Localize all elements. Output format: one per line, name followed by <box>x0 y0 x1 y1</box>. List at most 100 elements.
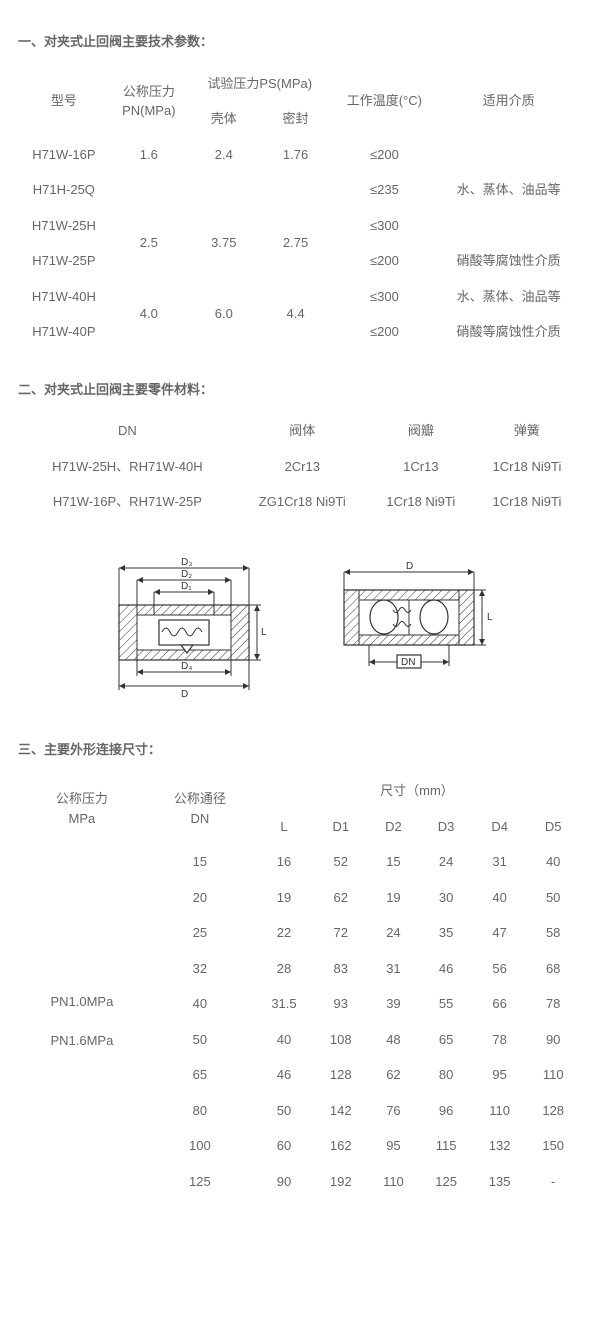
cell: 28 <box>254 951 314 987</box>
cell: 110 <box>526 1057 580 1093</box>
cell: 78 <box>526 986 580 1022</box>
cell: 4.4 <box>260 279 332 350</box>
cell: 22 <box>254 915 314 951</box>
dim-d4: D₄ <box>181 661 192 672</box>
cell: 162 <box>314 1128 368 1164</box>
th-D3: D3 <box>419 809 473 845</box>
cell: 95 <box>473 1057 527 1093</box>
cell: 1Cr18 Ni9Ti <box>368 484 474 520</box>
cell: 16 <box>254 844 314 880</box>
th-temp: 工作温度(°C) <box>331 66 437 137</box>
cell: 40 <box>526 844 580 880</box>
th-D5: D5 <box>526 809 580 845</box>
section1-title: 一、对夹式止回阀主要技术参数： <box>18 32 580 52</box>
valve-diagram-left: D₃ D₂ D₁ L D₄ D <box>99 550 269 700</box>
table-dimensions: 公称压力 MPa 公称通径 DN 尺寸（mm） L D1 D2 D3 D4 D5… <box>18 773 580 1199</box>
th-medium: 适用介质 <box>437 66 580 137</box>
cell: 48 <box>368 1022 420 1058</box>
th-shell: 壳体 <box>188 101 260 137</box>
dim-d2: D₂ <box>181 569 192 580</box>
cell: 58 <box>526 915 580 951</box>
valve-diagram-right: D L DN <box>329 550 499 700</box>
cell: 硝酸等腐蚀性介质 <box>437 314 580 350</box>
cell: 150 <box>526 1128 580 1164</box>
cell: H71W-25H <box>18 208 110 244</box>
cell: 72 <box>314 915 368 951</box>
cell: 39 <box>368 986 420 1022</box>
cell: ≤200 <box>331 314 437 350</box>
cell: 110 <box>473 1093 527 1129</box>
dim-dn: DN <box>401 657 415 668</box>
cell: 47 <box>473 915 527 951</box>
th-dn: DN <box>18 413 237 449</box>
th-D2: D2 <box>368 809 420 845</box>
cell: 6.0 <box>188 279 260 350</box>
cell: 25 <box>146 915 254 951</box>
cell <box>437 137 580 173</box>
cell: 90 <box>526 1022 580 1058</box>
cell: 78 <box>473 1022 527 1058</box>
cell: H71W-16P <box>18 137 110 173</box>
dim-d-right: D <box>406 561 413 572</box>
cell: 水、蒸体、油品等 <box>437 172 580 208</box>
cell: 50 <box>254 1093 314 1129</box>
dim-d: D <box>181 689 188 700</box>
cell: 62 <box>368 1057 420 1093</box>
cell: 115 <box>419 1128 473 1164</box>
th-size-group: 尺寸（mm） <box>254 773 580 809</box>
cell: 40 <box>473 880 527 916</box>
table-row: H71W-25H 2.5 3.75 2.75 ≤300 <box>18 208 580 244</box>
cell: ≤235 <box>331 172 437 208</box>
cell: ZG1Cr18 Ni9Ti <box>237 484 368 520</box>
cell: 35 <box>419 915 473 951</box>
dim-d3: D₃ <box>181 557 192 568</box>
cell: 50 <box>146 1022 254 1058</box>
th-D4: D4 <box>473 809 527 845</box>
cell <box>260 172 332 208</box>
cell: 65 <box>146 1057 254 1093</box>
cell: 80 <box>146 1093 254 1129</box>
cell: 24 <box>419 844 473 880</box>
cell: 1.76 <box>260 137 332 173</box>
cell: 52 <box>314 844 368 880</box>
cell-pn: PN1.0MPa PN1.6MPa <box>18 844 146 1199</box>
th-pn: 公称压力 PN(MPa) <box>110 66 188 137</box>
cell: H71W-40P <box>18 314 110 350</box>
th-ps-group: 试验压力PS(MPa) <box>188 66 331 102</box>
table-params: 型号 公称压力 PN(MPa) 试验压力PS(MPa) 工作温度(°C) 适用介… <box>18 66 580 350</box>
cell: - <box>526 1164 580 1200</box>
cell: 31.5 <box>254 986 314 1022</box>
cell: 2Cr13 <box>237 449 368 485</box>
cell: 60 <box>254 1128 314 1164</box>
cell: 31 <box>368 951 420 987</box>
cell: 100 <box>146 1128 254 1164</box>
cell: 1Cr18 Ni9Ti <box>474 449 580 485</box>
cell: 55 <box>419 986 473 1022</box>
th-spring: 弹簧 <box>474 413 580 449</box>
dim-l: L <box>261 627 267 638</box>
cell: H71W-40H <box>18 279 110 315</box>
th-L: L <box>254 809 314 845</box>
cell: 3.75 <box>188 208 260 279</box>
cell: 30 <box>419 880 473 916</box>
table-row: H71W-40H 4.0 6.0 4.4 ≤300 水、蒸体、油品等 <box>18 279 580 315</box>
cell: H71W-25P <box>18 243 110 279</box>
cell: 76 <box>368 1093 420 1129</box>
cell: ≤300 <box>331 279 437 315</box>
cell: 108 <box>314 1022 368 1058</box>
cell: 2.4 <box>188 137 260 173</box>
cell: 95 <box>368 1128 420 1164</box>
cell: 125 <box>419 1164 473 1200</box>
cell: H71W-16P、RH71W-25P <box>18 484 237 520</box>
cell: ≤300 <box>331 208 437 244</box>
diagram-row: D₃ D₂ D₁ L D₄ D D <box>18 550 580 700</box>
cell: ≤200 <box>331 243 437 279</box>
cell: 24 <box>368 915 420 951</box>
cell: H71W-25H、RH71W-40H <box>18 449 237 485</box>
table-row: H71W-16P 1.6 2.4 1.76 ≤200 <box>18 137 580 173</box>
cell: 110 <box>368 1164 420 1200</box>
dim-l-right: L <box>487 612 493 623</box>
cell: 62 <box>314 880 368 916</box>
cell: 31 <box>473 844 527 880</box>
cell: 128 <box>526 1093 580 1129</box>
